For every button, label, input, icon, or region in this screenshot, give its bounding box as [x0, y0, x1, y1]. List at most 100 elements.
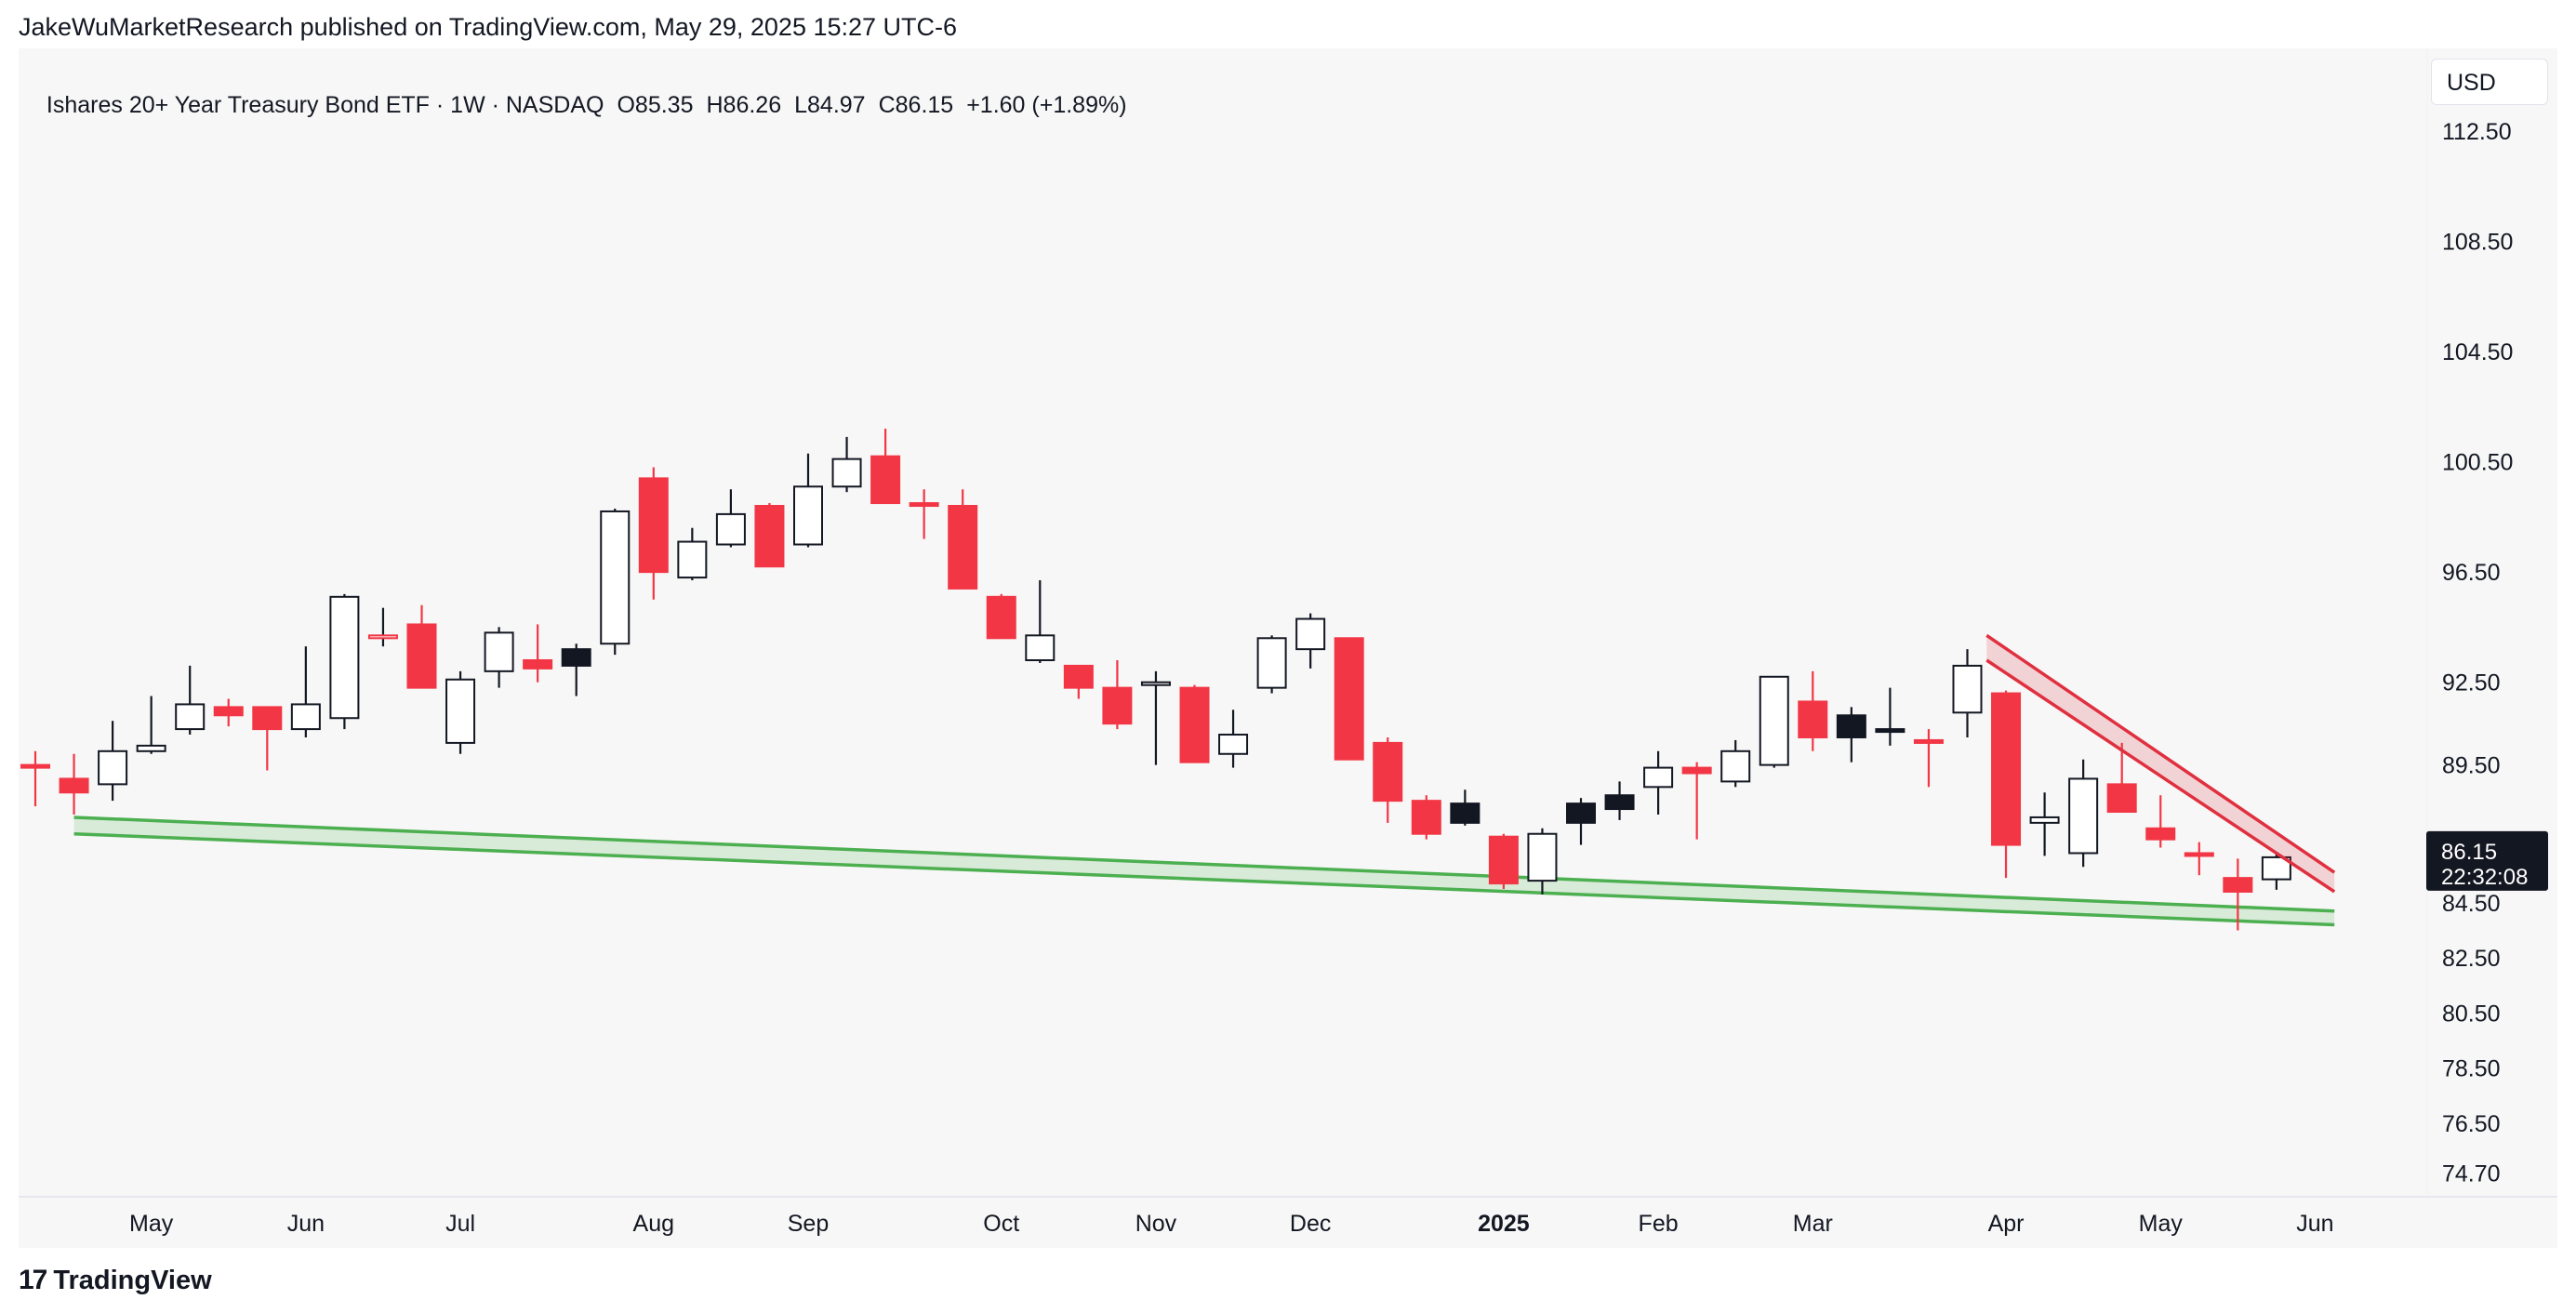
candle — [870, 429, 901, 505]
legend-symbol: Ishares 20+ Year Treasury Bond ETF · 1W … — [46, 92, 604, 118]
candle-body — [754, 505, 785, 568]
y-tick-label: 80.50 — [2442, 1001, 2501, 1027]
candle-body — [252, 706, 283, 731]
candle-body — [831, 458, 862, 488]
candle-body — [2029, 816, 2060, 824]
candle — [1681, 762, 1712, 840]
candle — [831, 436, 862, 493]
y-tick-label: 82.50 — [2442, 946, 2501, 972]
currency-selector[interactable]: USD — [2431, 59, 2548, 105]
x-tick-label: May — [2139, 1211, 2184, 1237]
candle-body — [1488, 835, 1519, 885]
x-tick-label: Jun — [287, 1211, 325, 1237]
candle-body — [367, 634, 398, 640]
candle — [2223, 858, 2253, 931]
candle — [909, 489, 939, 539]
chart-area[interactable] — [19, 48, 2557, 1248]
symbol-legend: Ishares 20+ Year Treasury Bond ETF · 1W … — [33, 65, 1140, 119]
candle — [1759, 675, 1789, 768]
candle — [1334, 637, 1364, 761]
resistance-channel-upper-line — [1985, 633, 2336, 874]
candle — [445, 670, 476, 754]
candle-body — [1140, 681, 1171, 686]
candle — [2106, 742, 2137, 814]
resistance-channel-lower-line — [1985, 658, 2336, 894]
candle-body — [136, 744, 166, 752]
candle — [98, 721, 128, 802]
candle — [1256, 635, 1287, 694]
candle-body — [2184, 852, 2214, 857]
candle — [175, 665, 206, 736]
y-tick-label: 112.50 — [2442, 119, 2512, 145]
publisher-caption: JakeWuMarketResearch published on Tradin… — [19, 13, 958, 41]
candle-body — [406, 623, 437, 689]
candle-body — [213, 706, 244, 717]
x-tick-label: 2025 — [1478, 1211, 1530, 1237]
candle — [2184, 842, 2214, 876]
candle — [1488, 833, 1519, 890]
candle — [484, 627, 514, 688]
candle-body — [98, 749, 128, 786]
y-tick-label: 96.50 — [2442, 560, 2501, 586]
candle — [1450, 789, 1481, 826]
x-tick-label: Jun — [2296, 1211, 2333, 1237]
candle-body — [1025, 634, 1056, 661]
candle — [1295, 613, 1326, 669]
candle — [1720, 739, 1751, 788]
resistance-channel-fill — [1986, 635, 2335, 892]
candle-body — [793, 485, 823, 546]
candle-body — [948, 505, 978, 590]
candle — [1566, 798, 1596, 845]
y-tick-label: 84.50 — [2442, 891, 2501, 917]
y-tick-label: 74.70 — [2442, 1160, 2501, 1187]
candle-body — [290, 703, 321, 731]
x-tick-label: Jul — [445, 1211, 475, 1237]
candle-body — [2223, 877, 2253, 893]
candle-body — [1063, 664, 1094, 689]
candle-body — [1798, 700, 1828, 738]
candle — [1836, 707, 1866, 763]
candle — [948, 489, 978, 590]
x-tick-label: Apr — [1988, 1211, 2025, 1237]
candle-body — [1720, 749, 1751, 783]
candle-body — [715, 512, 746, 546]
candle — [1179, 684, 1210, 763]
tradingview-brand[interactable]: 17 TradingView — [19, 1265, 212, 1296]
candle-body — [523, 658, 553, 670]
tradingview-name: TradingView — [53, 1265, 212, 1295]
candle — [523, 624, 553, 683]
candle — [1643, 750, 1674, 815]
x-tick-label: Mar — [1793, 1211, 1833, 1237]
candle-body — [484, 631, 514, 672]
candle-body — [1256, 637, 1287, 689]
legend-close: C86.15 — [878, 92, 954, 118]
candle — [561, 643, 591, 696]
candle — [2068, 759, 2099, 868]
candle — [1102, 659, 1133, 730]
candle-body — [1759, 675, 1789, 766]
candle-body — [638, 477, 669, 574]
candle-body — [1450, 802, 1481, 824]
x-tick-label: Sep — [788, 1211, 829, 1237]
candle-body — [2145, 827, 2176, 841]
candle — [329, 593, 360, 730]
candle-body — [2261, 855, 2291, 881]
candle — [1875, 687, 1905, 746]
candle-body — [1102, 686, 1133, 725]
legend-high: H86.26 — [706, 92, 782, 118]
current-price-badge — [2426, 830, 2548, 891]
candle — [715, 489, 746, 548]
candle — [1218, 710, 1249, 768]
candle-body — [1604, 794, 1635, 811]
candle-body — [986, 595, 1016, 640]
candle-body — [561, 648, 591, 667]
y-tick-label: 104.50 — [2442, 339, 2513, 365]
candle — [59, 753, 89, 815]
support-channel-upper-line — [73, 816, 2335, 913]
x-tick-label: Feb — [1639, 1211, 1679, 1237]
y-tick-label: 100.50 — [2442, 450, 2513, 476]
candle — [213, 698, 244, 727]
y-tick-label: 78.50 — [2442, 1056, 2501, 1082]
candle-body — [1913, 738, 1944, 744]
